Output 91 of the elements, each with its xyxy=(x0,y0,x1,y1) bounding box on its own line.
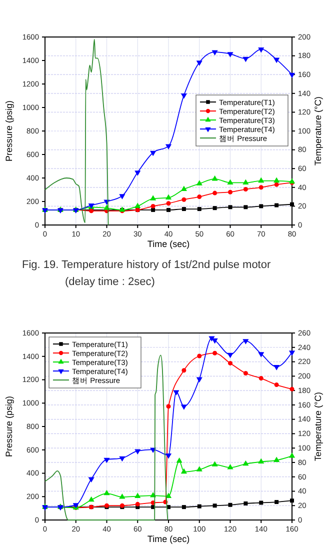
point xyxy=(228,205,232,210)
point xyxy=(274,58,280,64)
point xyxy=(119,456,126,462)
point xyxy=(227,179,234,184)
point xyxy=(244,501,248,506)
point xyxy=(274,500,279,504)
point xyxy=(88,496,94,502)
point xyxy=(290,386,294,392)
point xyxy=(197,194,202,200)
x-axis-title: Time (sec) xyxy=(147,239,190,249)
point xyxy=(135,502,140,506)
point xyxy=(228,190,233,194)
point xyxy=(212,50,218,56)
point xyxy=(228,502,232,507)
point xyxy=(244,205,248,210)
y-axis-title: Pressure (psig) xyxy=(4,100,14,162)
point xyxy=(182,197,186,202)
point xyxy=(182,368,186,373)
point xyxy=(242,179,249,184)
point xyxy=(258,177,264,183)
point xyxy=(166,208,170,212)
point xyxy=(258,352,264,358)
caption: Fig. 19. Temperature history of 1st/2nd pulse motor (delay time : 2sec) xyxy=(22,259,271,288)
point xyxy=(119,493,126,499)
point xyxy=(176,458,182,463)
point xyxy=(288,72,296,78)
point xyxy=(134,449,141,454)
point xyxy=(104,458,110,464)
point xyxy=(212,504,217,508)
point xyxy=(196,377,202,383)
point xyxy=(258,185,264,190)
point xyxy=(227,352,234,358)
point xyxy=(196,180,202,186)
point xyxy=(180,404,187,410)
point xyxy=(212,175,218,181)
point xyxy=(173,390,180,396)
line-series xyxy=(44,38,109,226)
point xyxy=(288,350,296,356)
point xyxy=(274,182,279,187)
point xyxy=(243,371,248,376)
point xyxy=(182,505,186,510)
point xyxy=(274,456,280,462)
point xyxy=(258,47,264,53)
point xyxy=(228,360,233,366)
point xyxy=(274,365,280,370)
y2-axis-title: Temperature (°C) xyxy=(313,96,323,166)
point xyxy=(165,194,172,200)
point xyxy=(290,498,294,503)
point xyxy=(197,207,202,212)
point xyxy=(166,404,171,409)
point xyxy=(180,186,187,192)
point xyxy=(165,144,172,150)
point xyxy=(212,190,218,196)
point xyxy=(274,382,279,388)
point xyxy=(197,504,202,508)
point xyxy=(166,201,171,206)
x-axis-title: Time (sec) xyxy=(147,534,190,544)
point xyxy=(227,52,234,58)
point xyxy=(274,203,279,208)
point xyxy=(119,194,126,200)
point xyxy=(197,354,202,358)
point xyxy=(150,150,156,156)
point xyxy=(242,339,249,344)
point xyxy=(182,207,186,212)
point xyxy=(212,206,217,210)
point xyxy=(259,500,264,505)
point xyxy=(243,187,248,192)
point xyxy=(274,177,280,183)
point xyxy=(104,490,110,496)
point xyxy=(151,208,156,212)
point xyxy=(134,170,141,176)
point xyxy=(242,56,249,62)
y-axis-title: Pressure (psig) xyxy=(4,396,14,458)
point xyxy=(134,492,141,498)
point xyxy=(196,60,202,66)
point xyxy=(180,468,187,474)
point xyxy=(242,460,249,466)
point xyxy=(165,454,172,459)
point xyxy=(258,376,264,381)
point xyxy=(258,458,264,464)
point xyxy=(180,94,187,99)
point xyxy=(150,204,156,208)
point xyxy=(150,195,156,200)
y2-axis-title: Temperature (°C) xyxy=(313,392,323,462)
point xyxy=(134,202,141,208)
point xyxy=(196,466,202,472)
point xyxy=(227,464,234,470)
point xyxy=(212,350,218,356)
point xyxy=(88,477,94,483)
point xyxy=(259,204,264,208)
point xyxy=(212,461,218,466)
